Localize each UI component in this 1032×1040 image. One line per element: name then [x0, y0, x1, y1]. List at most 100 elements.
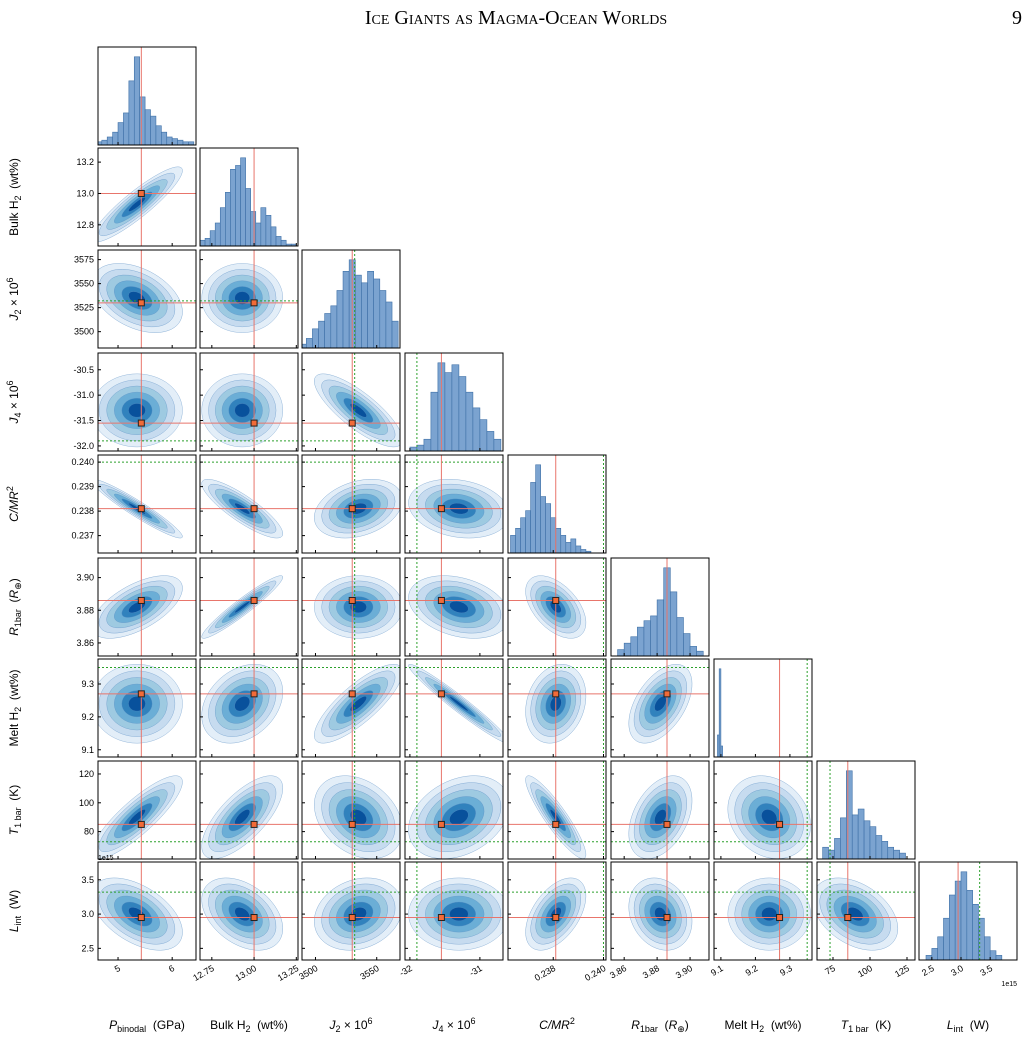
y-tick-label: 100	[79, 798, 94, 808]
x-tick-label: 3550	[358, 963, 380, 982]
hist-bar	[128, 80, 135, 145]
label-part: (K)	[869, 1018, 892, 1032]
panel	[200, 353, 298, 451]
hist-bar	[245, 188, 251, 246]
panel-frame	[199, 249, 299, 349]
panel-frame	[713, 658, 813, 758]
hist-bar	[367, 271, 374, 348]
density-contour	[449, 600, 469, 614]
label-part: 2	[5, 486, 15, 491]
axis-label: Pbinodal (GPa)	[109, 1018, 185, 1034]
hist-bar	[451, 364, 460, 451]
axis-label: J2 × 106	[328, 1016, 372, 1034]
label-part: T	[841, 1018, 850, 1032]
truth-marker	[348, 419, 356, 427]
panel	[405, 862, 503, 960]
panel	[98, 353, 196, 451]
panel	[200, 862, 298, 960]
hist-bar	[123, 112, 130, 145]
x-tick-label: 3.88	[641, 963, 661, 980]
axis-label: Lint (W)	[7, 890, 23, 932]
panel-frame	[404, 352, 504, 452]
truth-marker	[137, 505, 145, 513]
label-part: ⊕	[13, 582, 23, 590]
hist-bar	[637, 626, 645, 656]
panel	[98, 862, 196, 960]
panel-frame	[713, 861, 813, 961]
x-tick-label: 12.75	[191, 963, 216, 983]
hist-bar	[302, 343, 307, 348]
axis-label: Melt H2 (wt%)	[724, 1018, 801, 1034]
density-contour	[349, 600, 367, 614]
label-part: P	[109, 1018, 117, 1032]
truth-marker	[552, 820, 560, 828]
y-tick-label: 13.2	[76, 157, 94, 167]
hist-bar	[177, 139, 184, 145]
panel	[302, 455, 400, 553]
panel	[822, 761, 906, 859]
label-part: C/MR	[7, 491, 21, 522]
panel	[98, 47, 195, 145]
panel	[508, 659, 606, 757]
label-part: (wt%)	[764, 1018, 801, 1032]
truth-marker	[348, 505, 356, 513]
axis-label: J4 × 106	[431, 1016, 475, 1034]
label-part: R	[631, 1018, 640, 1032]
truth-marker	[552, 914, 560, 922]
y-tick-label: 9.2	[81, 712, 94, 722]
truth-marker	[250, 596, 258, 604]
panel-frame	[301, 454, 401, 554]
truth-marker	[348, 690, 356, 698]
hist-bar	[250, 211, 257, 246]
axis-label: T1 bar (K)	[7, 785, 23, 836]
label-part: (wt%)	[7, 669, 21, 706]
panel-frame	[97, 760, 197, 860]
x-tick-label: 6	[167, 963, 176, 974]
panel	[617, 558, 704, 656]
x-tick-label: 0.238	[533, 963, 558, 983]
x-tick-label: 2.5	[920, 963, 936, 978]
x-tick-label: 3500	[297, 963, 319, 982]
label-part: int	[954, 1024, 964, 1034]
label-part: 2	[13, 195, 23, 200]
hist-bar	[280, 239, 287, 246]
hist-bar	[937, 936, 944, 960]
hist-bar	[112, 131, 119, 145]
label-part: (wt%)	[251, 1018, 288, 1032]
axis-label: Bulk H2 (wt%)	[210, 1018, 288, 1034]
panel-frame	[199, 658, 299, 758]
panel-frame	[816, 760, 916, 860]
hist-bar	[545, 503, 552, 553]
x-tick-label: -32	[398, 963, 414, 978]
hist-bar	[385, 301, 393, 348]
hist-bar	[931, 948, 938, 960]
panel-frame	[97, 861, 197, 961]
axis-label: C/MR2	[5, 486, 21, 522]
y-tick-label: -32.0	[73, 441, 94, 451]
panel	[98, 250, 196, 348]
hist-bar	[943, 917, 950, 960]
panel-frame	[97, 658, 197, 758]
panel-frame	[507, 861, 607, 961]
panel-frame	[610, 658, 710, 758]
panel	[302, 862, 400, 960]
hist-bar	[133, 56, 140, 145]
hist-bar	[391, 320, 399, 348]
hist-bar	[972, 903, 979, 960]
panel	[302, 353, 400, 451]
panel	[510, 455, 604, 553]
panel-frame	[610, 557, 710, 657]
hist-bar	[324, 313, 332, 348]
label-part: 2	[759, 1024, 764, 1034]
panel-frame	[404, 861, 504, 961]
density-contour	[234, 696, 250, 712]
density-contour	[234, 291, 250, 305]
panel	[200, 558, 298, 656]
x-tick-label: 100	[856, 963, 874, 979]
panel	[925, 862, 1003, 960]
y-tick-label: 3.0	[81, 909, 94, 919]
hist-bar	[899, 852, 906, 859]
label-part: binodal	[117, 1024, 146, 1034]
hist-bar	[515, 528, 521, 553]
label-part: 6	[368, 1016, 373, 1026]
